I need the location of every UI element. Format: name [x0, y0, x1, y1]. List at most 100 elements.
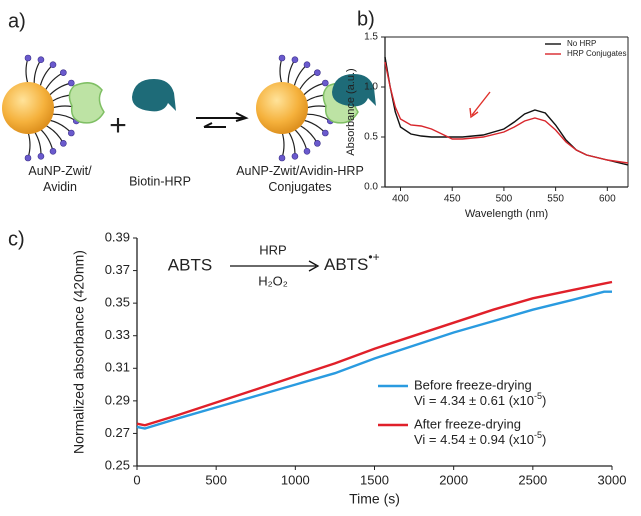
ligand-end: [60, 140, 67, 147]
x-tick-label: 500: [496, 194, 513, 205]
reaction-product: ABTS•+: [324, 250, 380, 274]
ligand: [48, 119, 72, 134]
ligand-end: [49, 61, 57, 68]
x-tick-label: 550: [547, 194, 564, 205]
legend-label: Before freeze-drying: [414, 377, 532, 392]
ligand: [44, 72, 64, 92]
arrow-head: [235, 112, 249, 122]
ligand-end: [278, 54, 286, 62]
node-label: AuNP-Zwit/Avidin: [28, 164, 92, 194]
y-tick-label: 0.35: [105, 295, 130, 310]
x-tick-label: 2000: [439, 472, 468, 487]
ligand: [39, 128, 54, 152]
x-tick-label: 400: [392, 194, 409, 205]
x-axis-label: Time (s): [349, 491, 400, 507]
x-tick-label: 1500: [360, 472, 389, 487]
ligand: [293, 128, 308, 152]
hrp: [132, 79, 176, 112]
ligand-end: [49, 148, 57, 155]
node-label: AuNP-Zwit/Avidin-HRP Conjugates: [236, 164, 364, 194]
ligand: [302, 82, 326, 97]
ligand-end: [314, 140, 321, 147]
ligand-end: [37, 152, 45, 160]
ligand: [293, 64, 308, 88]
ligand: [298, 124, 318, 144]
rate-tail: ): [542, 393, 546, 408]
data-line: [136, 290, 612, 430]
annotation-arrow: [471, 91, 491, 116]
ligand-end: [60, 69, 67, 76]
ligand: [279, 57, 283, 85]
ligand-end: [68, 129, 75, 137]
arrow-head: [308, 260, 320, 272]
reaction-reactant: ABTS: [168, 255, 212, 274]
y-tick-label: 1.0: [364, 82, 378, 93]
ligand: [302, 119, 326, 134]
ligand-end: [303, 148, 311, 155]
ligand: [25, 57, 29, 85]
y-tick-label: 1.5: [364, 32, 378, 43]
ligand: [33, 59, 42, 85]
reaction-catalyst: HRP: [259, 242, 286, 257]
arrow-head: [203, 122, 213, 128]
x-tick-label: 3000: [598, 472, 627, 487]
ligand: [281, 131, 285, 159]
x-tick-label: 450: [444, 194, 461, 205]
x-tick-label: 600: [599, 194, 616, 205]
ligand: [287, 130, 296, 157]
x-tick-label: 0: [133, 472, 140, 487]
data-line: [384, 56, 629, 166]
y-tick-label: 0.0: [364, 182, 378, 193]
y-tick-label: 0.25: [105, 457, 130, 472]
x-tick-label: 500: [205, 472, 227, 487]
node-label: Biotin-HRP: [129, 174, 191, 188]
rate-note: Vi = 4.54 ± 0.94 (x10-5): [414, 430, 546, 447]
panel-label: a): [8, 10, 26, 32]
x-tick-label: 2500: [518, 472, 547, 487]
gold-nanoparticle: [2, 82, 54, 134]
y-tick-label: 0.31: [105, 360, 130, 375]
legend-label: HRP Conjugates: [567, 49, 626, 58]
ligand: [27, 131, 31, 159]
avidin: [68, 82, 105, 124]
plus-sign: +: [109, 109, 127, 142]
legend-label: No HRP: [567, 39, 596, 48]
reaction-oxidant: H₂O₂: [258, 273, 288, 288]
ligand: [48, 82, 72, 97]
rate-exponent: -5: [534, 430, 542, 440]
y-tick-label: 0.5: [364, 132, 378, 143]
rate-note: Vi = 4.34 ± 0.61 (x10-5): [414, 391, 546, 408]
ligand-end: [278, 154, 286, 162]
rate-text: Vi = 4.54 ± 0.94 (x10: [414, 432, 534, 447]
rate-exponent: -5: [534, 391, 542, 401]
ligand-end: [24, 54, 32, 62]
y-axis-label: Normalized absorbance (420nm): [71, 250, 87, 454]
y-axis-label: Absorbance (a.u.): [345, 68, 357, 155]
ligand-end: [291, 56, 299, 64]
y-tick-label: 0.33: [105, 327, 130, 342]
gold-nanoparticle: [256, 82, 308, 134]
data-line: [384, 61, 629, 164]
x-axis-label: Wavelength (nm): [465, 208, 548, 220]
hrp: [332, 74, 376, 107]
ligand-end: [322, 79, 329, 87]
ligand-end: [314, 69, 321, 76]
panel-label: c): [8, 228, 25, 250]
y-tick-label: 0.39: [105, 229, 130, 244]
panel-label: b): [357, 8, 375, 30]
ligand-end: [37, 56, 45, 64]
y-tick-label: 0.27: [105, 425, 130, 440]
ligand-end: [322, 129, 329, 137]
rate-tail: ): [542, 432, 546, 447]
rate-text: Vi = 4.34 ± 0.61 (x10: [414, 393, 534, 408]
annotation-arrow-head: [469, 107, 479, 119]
data-line: [136, 280, 613, 427]
ligand-end: [303, 61, 311, 68]
y-tick-label: 0.37: [105, 262, 130, 277]
ligand-end: [291, 152, 299, 160]
ligand-end: [68, 79, 75, 87]
ligand: [39, 64, 54, 88]
ligand: [33, 130, 42, 157]
ligand-end: [24, 154, 32, 162]
